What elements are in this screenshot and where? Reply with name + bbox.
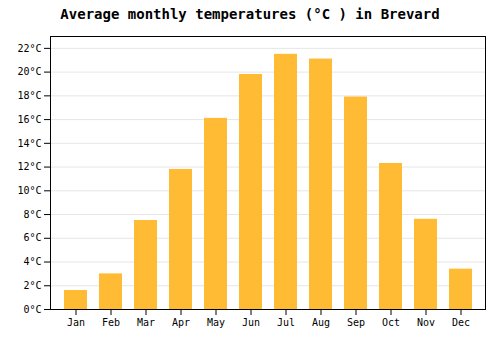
svg-text:Jan: Jan — [67, 317, 85, 328]
svg-text:May: May — [207, 317, 225, 328]
svg-text:10°C: 10°C — [17, 185, 41, 196]
svg-text:8°C: 8°C — [23, 209, 41, 220]
svg-text:Aug: Aug — [312, 317, 330, 328]
svg-text:Apr: Apr — [172, 317, 190, 328]
svg-text:14°C: 14°C — [17, 138, 41, 149]
svg-text:16°C: 16°C — [17, 114, 41, 125]
svg-text:Jul: Jul — [277, 317, 295, 328]
svg-text:0°C: 0°C — [23, 304, 41, 315]
html-text:Average monthly temperatures (: Average monthly temperatures (°C ) in Br… — [60, 6, 440, 22]
svg-text:22°C: 22°C — [17, 43, 41, 54]
svg-text:4°C: 4°C — [23, 256, 41, 267]
svg-text:Sep: Sep — [347, 317, 365, 328]
svg-text:18°C: 18°C — [17, 90, 41, 101]
svg-text:20°C: 20°C — [17, 66, 41, 77]
svg-text:Jun: Jun — [242, 317, 260, 328]
svg-text:2°C: 2°C — [23, 280, 41, 291]
svg-text:Mar: Mar — [137, 317, 155, 328]
svg-text:6°C: 6°C — [23, 232, 41, 243]
svg-text:Oct: Oct — [382, 317, 400, 328]
svg-text:Feb: Feb — [102, 317, 120, 328]
svg-text:Nov: Nov — [417, 317, 435, 328]
svg-text:12°C: 12°C — [17, 161, 41, 172]
svg-text:Dec: Dec — [452, 317, 470, 328]
